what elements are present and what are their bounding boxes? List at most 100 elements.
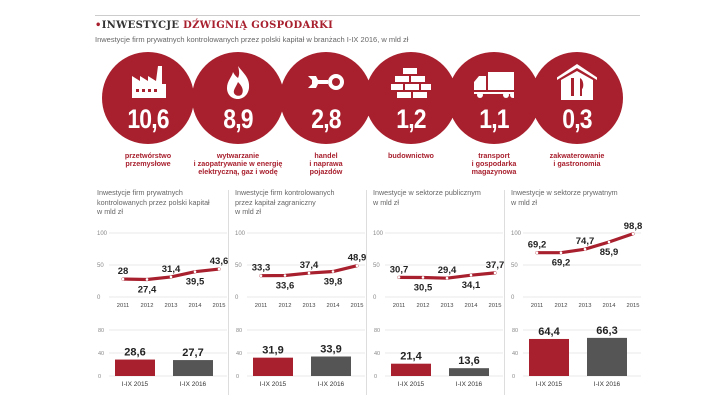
truck-icon bbox=[474, 72, 514, 98]
sector-label-line: przemysłowe bbox=[125, 159, 171, 168]
bar-value-label: 27,7 bbox=[182, 347, 203, 359]
flame-icon bbox=[227, 66, 250, 99]
data-label: 69,2 bbox=[552, 258, 571, 269]
sector-label-line: wytwarzanie bbox=[216, 151, 260, 160]
line-chart-title: Inwestycje w sektorze prywatnym w mld zł bbox=[511, 188, 641, 207]
chart-panel: Inwestycje w sektorze publicznym w mld zł… bbox=[371, 188, 508, 403]
top-rule bbox=[95, 15, 640, 16]
chart-panel: Inwestycje w sektorze prywatnym w mld zł 0… bbox=[509, 188, 646, 403]
data-point bbox=[607, 240, 611, 244]
bricks-icon bbox=[391, 68, 431, 98]
bar-category-label: I-IX 2015 bbox=[536, 381, 563, 388]
data-label: 39,5 bbox=[186, 277, 205, 288]
data-point bbox=[331, 270, 335, 273]
sector-label-line: i naprawa bbox=[309, 159, 343, 168]
data-label: 31,4 bbox=[162, 264, 181, 275]
data-label: 85,9 bbox=[600, 247, 619, 258]
page-title: •INWESTYCJE DŹWIGNIĄ GOSPODARKI bbox=[95, 20, 333, 31]
bar bbox=[391, 363, 431, 376]
sector-value: 10,6 bbox=[127, 104, 169, 134]
data-point bbox=[193, 270, 197, 274]
bar-value-label: 21,4 bbox=[400, 351, 422, 363]
title-line: Inwestycje firm prywatnych bbox=[97, 188, 183, 197]
data-label: 37,7 bbox=[486, 260, 505, 271]
data-point bbox=[445, 276, 449, 280]
sector-label-line: przetwórstwo bbox=[124, 151, 172, 160]
x-tick-label: 2013 bbox=[579, 303, 592, 309]
x-tick-label: 2013 bbox=[165, 303, 178, 309]
sector-circle: 2,8 bbox=[280, 52, 372, 144]
x-tick-label: 2011 bbox=[117, 303, 129, 309]
data-label: 30,7 bbox=[390, 264, 409, 275]
bar-value-label: 28,6 bbox=[124, 347, 145, 359]
data-label: 98,8 bbox=[624, 221, 643, 232]
y-tick-label: 0 bbox=[236, 374, 239, 380]
line-and-bar-chart: 0 50 100 30,7 2011 30,5 2012 29,4 2013 34,1 2014 37… bbox=[373, 231, 505, 388]
data-point bbox=[259, 274, 263, 277]
y-tick-label: 0 bbox=[374, 374, 377, 380]
bar-category-label: I-IX 2016 bbox=[456, 381, 483, 388]
title-line: Inwestycje w sektorze publicznym bbox=[373, 188, 481, 197]
y-tick-label: 80 bbox=[236, 328, 242, 334]
data-point bbox=[355, 264, 359, 268]
title-line: Inwestycje firm kontrolowanych bbox=[235, 188, 335, 197]
y-tick-label: 0 bbox=[235, 295, 239, 301]
sector-label-line: pojazdów bbox=[309, 167, 343, 176]
y-tick-label: 40 bbox=[236, 351, 242, 357]
sector-label-line: transport bbox=[478, 151, 510, 160]
title-line: w mld zł bbox=[97, 207, 123, 216]
x-tick-label: 2014 bbox=[465, 303, 479, 309]
bar-category-label: I-IX 2016 bbox=[318, 381, 345, 388]
line-chart-title: Inwestycje firm prywatnych kontrolowanych… bbox=[97, 188, 227, 217]
x-tick-label: 2012 bbox=[141, 303, 154, 309]
data-point bbox=[169, 275, 173, 279]
sector-value: 1,2 bbox=[396, 104, 426, 134]
title-line: w mld zł bbox=[373, 197, 399, 207]
y-tick-label: 40 bbox=[374, 351, 380, 357]
subtitle: Inwestycje firm prywatnych kontrolowanyc… bbox=[95, 35, 409, 44]
panel-divider bbox=[228, 190, 229, 395]
sector-value: 1,1 bbox=[479, 104, 509, 134]
data-point bbox=[145, 278, 149, 281]
bar-category-label: I-IX 2016 bbox=[180, 381, 207, 388]
sector-label-line: elektryczną, gaz i wodę bbox=[198, 167, 278, 176]
y-tick-label: 0 bbox=[511, 295, 515, 301]
x-tick-label: 2014 bbox=[603, 303, 617, 309]
factory-icon bbox=[132, 66, 166, 98]
y-tick-label: 50 bbox=[373, 263, 380, 269]
sector-label-line: budownictwo bbox=[388, 151, 434, 160]
title-line: Inwestycje w sektorze prywatnym bbox=[511, 188, 618, 197]
data-point bbox=[397, 276, 401, 279]
bar bbox=[115, 359, 155, 376]
data-point bbox=[217, 267, 221, 271]
y-tick-label: 50 bbox=[235, 263, 242, 269]
sector-label-line: zakwaterowanie bbox=[549, 151, 605, 160]
sector-label-line: magazynowa bbox=[471, 167, 517, 176]
x-tick-label: 2015 bbox=[213, 303, 226, 309]
y-tick-label: 100 bbox=[373, 231, 384, 237]
sector-circle: 1,1 bbox=[448, 52, 540, 144]
y-tick-label: 80 bbox=[98, 328, 104, 334]
panel-divider bbox=[366, 190, 367, 395]
bar-value-label: 64,4 bbox=[538, 326, 560, 338]
sector-circle: 10,6 bbox=[102, 52, 194, 144]
title-line: w mld zł bbox=[235, 207, 261, 216]
wrench-icon bbox=[308, 74, 344, 90]
y-tick-label: 0 bbox=[98, 374, 101, 380]
sector-label-line: i gospodarka bbox=[471, 159, 517, 168]
x-tick-label: 2013 bbox=[441, 303, 454, 309]
data-point bbox=[493, 271, 497, 275]
line-chart-title: Inwestycje w sektorze publicznym w mld zł bbox=[373, 188, 503, 207]
y-tick-label: 100 bbox=[235, 231, 246, 237]
x-tick-label: 2012 bbox=[417, 303, 430, 309]
sector-circle: 8,9 bbox=[192, 52, 284, 144]
data-label: 33,3 bbox=[252, 263, 271, 274]
line-and-bar-chart: 0 50 100 33,3 2011 33,6 2012 37,4 2013 39,8 2014 48… bbox=[235, 231, 366, 388]
bar-category-label: I-IX 2016 bbox=[594, 381, 621, 388]
title-line: kontrolowanych przez polski kapitał bbox=[97, 197, 210, 207]
bar-category-label: I-IX 2015 bbox=[398, 381, 425, 388]
sector-label: przetwórstwo przemysłowe bbox=[93, 152, 203, 168]
sector-label: wytwarzanie i zaopatrywanie w energię elek… bbox=[183, 152, 293, 176]
sector-value: 2,8 bbox=[311, 104, 341, 134]
sector-circle: 1,2 bbox=[365, 52, 457, 144]
